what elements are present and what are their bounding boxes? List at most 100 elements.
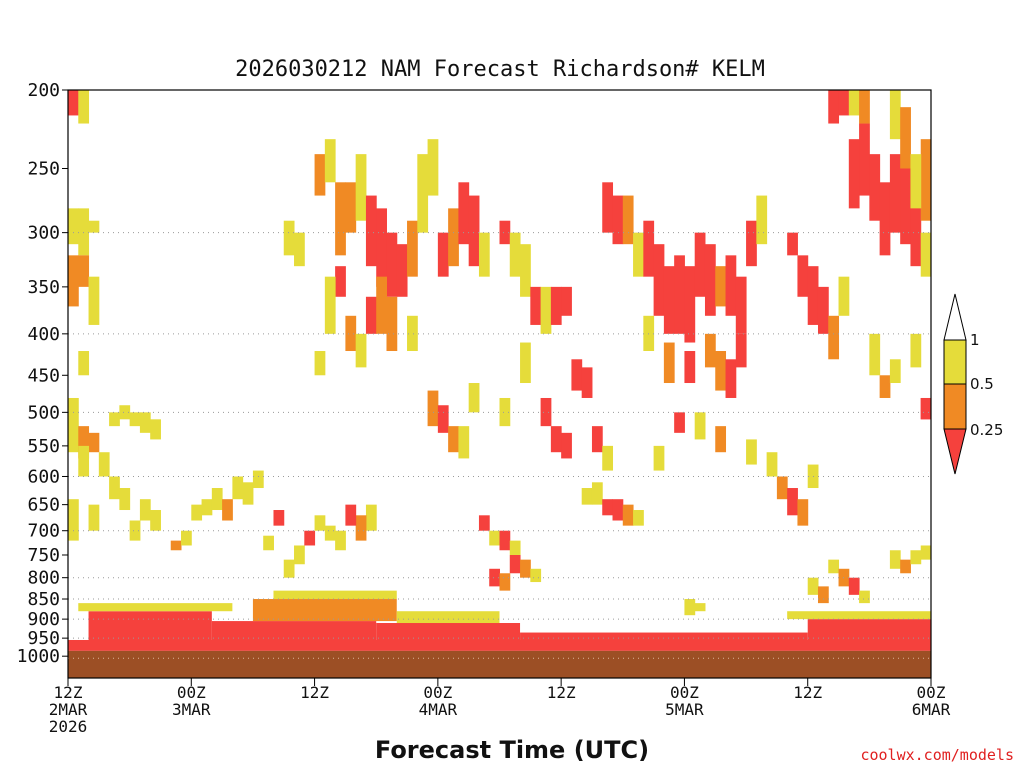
ri-cell-73: [550, 286, 562, 325]
ri-cell-29: [201, 499, 213, 516]
y-axis-ticks: 200 250 300 350 400 450 500 550 600 650 700 7508008…: [17, 80, 68, 667]
ri-cell-113: [746, 220, 757, 267]
ri-cell-180: [859, 590, 870, 604]
ri-cell-16: [129, 412, 141, 427]
ri-cell-14: [109, 412, 120, 427]
ytick-label-200: 200: [27, 80, 60, 101]
ri-cell-35: [283, 220, 295, 256]
ri-cell-32: [232, 476, 244, 500]
ri-cell-131: [879, 182, 891, 256]
ri-cell-111: [725, 255, 737, 316]
ri-cell-83: [602, 445, 614, 471]
ri-cell-154: [766, 452, 778, 477]
ri-cell-1: [78, 90, 90, 124]
ri-cell-166: [324, 525, 336, 541]
ri-cell-109: [704, 244, 716, 316]
ri-cell-25: [150, 510, 161, 531]
ri-band-0: [68, 639, 931, 651]
ri-cell-63: [427, 390, 439, 427]
ytick-label-850: 850: [27, 589, 60, 610]
legend-swatch-yellow: [943, 339, 967, 385]
ri-cell-38: [324, 139, 336, 183]
ri-cell-133: [900, 168, 911, 245]
ri-cell-177: [828, 559, 840, 574]
ri-cell-54: [335, 266, 346, 297]
ri-cell-64: [437, 405, 449, 433]
ytick-label-250: 250: [27, 159, 60, 180]
ri-cell-82: [591, 426, 603, 453]
ri-band-3: [211, 621, 377, 640]
ri-cell-167: [304, 530, 316, 546]
ri-cell-124: [807, 266, 819, 325]
ri-cell-101: [622, 195, 634, 245]
ri-cell-146: [869, 333, 881, 376]
ri-cell-107: [684, 266, 696, 343]
ri-cell-42: [365, 195, 377, 267]
ytick-label-1000: 1000: [17, 646, 60, 667]
ri-cell-119: [715, 351, 727, 391]
xtick-label-2-0: 12Z: [300, 683, 329, 702]
plot-frame: [67, 89, 932, 679]
xtick-label-3-1: 4MAR: [419, 700, 458, 719]
ri-band-6: [376, 623, 521, 640]
ri-cell-53: [478, 232, 490, 277]
ri-cell-94: [530, 568, 542, 583]
xtick-label-0-1: 2MAR: [49, 700, 88, 719]
ytick-label-700: 700: [27, 521, 60, 542]
xtick-label-5-0: 00Z: [670, 683, 699, 702]
ri-cell-129: [859, 123, 870, 196]
ri-cell-22: [119, 488, 131, 511]
ri-cell-67: [468, 383, 480, 413]
ri-cell-163: [355, 515, 367, 541]
ri-cell-71: [530, 286, 542, 325]
ri-cell-85: [591, 482, 603, 505]
ri-cell-122: [787, 232, 798, 256]
ri-cell-44: [386, 232, 398, 297]
ytick-label-350: 350: [27, 277, 60, 298]
xtick-label-4-0: 12Z: [547, 683, 576, 702]
ri-cell-100: [612, 195, 624, 245]
ri-cell-31: [222, 499, 233, 521]
ri-cell-77: [540, 397, 552, 427]
ri-cell-89: [633, 510, 644, 526]
ri-cell-4: [88, 220, 100, 233]
ytick-label-800: 800: [27, 568, 60, 589]
ri-cell-157: [694, 412, 706, 440]
ri-cell-50: [448, 208, 459, 267]
ri-cell-127: [838, 276, 850, 316]
ri-cell-84: [581, 488, 593, 505]
ri-cell-52: [468, 195, 480, 267]
legend-swatch-red: [943, 428, 967, 475]
ri-cell-21: [109, 476, 120, 500]
ri-cell-45: [396, 244, 408, 297]
ground-fill: [68, 650, 931, 678]
ri-cell-110: [715, 266, 727, 307]
ri-cell-27: [181, 530, 192, 546]
ri-cell-139: [859, 90, 870, 124]
ri-cell-65: [448, 426, 459, 453]
ri-cell-12: [78, 445, 90, 477]
ri-cell-90: [478, 515, 490, 531]
ytick-label-900: 900: [27, 609, 60, 630]
ytick-label-300: 300: [27, 223, 60, 244]
credit-text: coolwx.com/models: [860, 746, 1014, 764]
richardson-cells: [68, 90, 932, 651]
ri-cell-87: [612, 499, 624, 521]
ri-cell-74: [561, 286, 572, 316]
xtick-label-0-0: 12Z: [54, 683, 83, 702]
ytick-label-550: 550: [27, 436, 60, 457]
legend-label-1: 1: [970, 331, 980, 349]
ri-cell-161: [694, 603, 706, 612]
ri-cell-104: [653, 244, 665, 316]
ri-cell-165: [335, 530, 346, 551]
ri-cell-158: [674, 412, 685, 433]
ri-cell-148: [889, 359, 901, 384]
ri-cell-8: [78, 351, 90, 376]
ri-cell-155: [746, 439, 757, 465]
ri-cell-24: [139, 499, 151, 521]
ri-cell-48: [427, 139, 439, 196]
ri-cell-159: [653, 445, 665, 471]
ri-band-1: [88, 611, 212, 640]
ri-cell-9: [68, 397, 79, 453]
ri-cell-95: [499, 530, 511, 551]
